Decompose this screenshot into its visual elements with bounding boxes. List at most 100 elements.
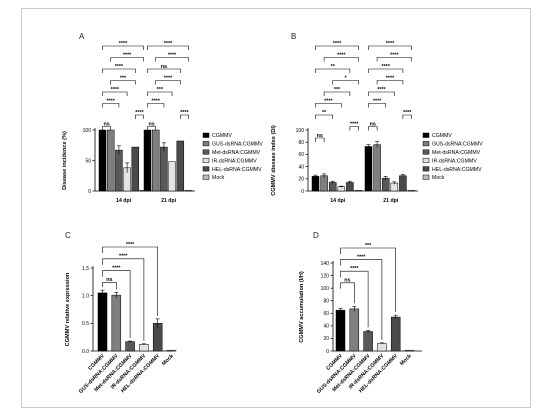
bar <box>166 349 177 352</box>
y-tick-label: 80 <box>298 140 304 146</box>
y-tick-label: 100 <box>321 286 330 292</box>
bar <box>115 149 123 192</box>
significance-bracket <box>323 91 351 96</box>
significance-label: *** <box>334 87 341 93</box>
x-category-label: Mock <box>161 353 175 367</box>
y-tick-label: 50 <box>85 158 91 164</box>
significance-label: **** <box>386 41 395 47</box>
significance-bracket <box>135 114 144 119</box>
legend: CGMMV GUS-dsRNA:CGMMV Met-dsRNA:CGMMV IR-ds… <box>422 132 483 181</box>
significance-bracket <box>155 80 181 85</box>
legend-swatch <box>422 166 430 172</box>
significance-label: ns <box>106 277 112 283</box>
significance-label: **** <box>164 41 173 47</box>
significance-bracket <box>349 126 359 131</box>
significance-label: **** <box>123 52 132 58</box>
significance-label: **** <box>381 64 390 70</box>
y-axis-label: CGMMV relative expression <box>65 272 71 346</box>
y-tick-label: 0 <box>326 349 329 355</box>
bar <box>390 316 401 352</box>
legend-label: IR-dsRNA:CGMMV <box>212 158 257 164</box>
significance-label: ns <box>317 133 323 139</box>
bar <box>111 294 122 352</box>
significance-bracket <box>332 80 359 85</box>
significance-bracket <box>147 68 181 73</box>
legend-swatch <box>202 166 210 172</box>
y-tick-label: 140 <box>321 261 330 267</box>
x-category-label: 14 dpi <box>330 198 346 204</box>
significance-bracket <box>155 57 189 62</box>
significance-bracket <box>102 246 158 316</box>
y-axis-label: CGMMV disease index (DI) <box>271 125 277 196</box>
panel-letter: D <box>313 231 319 240</box>
bar <box>404 349 415 352</box>
bar <box>151 129 160 192</box>
significance-bracket <box>147 45 189 50</box>
significance-bracket <box>102 91 128 96</box>
significance-label: **** <box>135 110 144 116</box>
significance-label: ns <box>161 64 167 70</box>
significance-bracket <box>102 103 120 108</box>
significance-label: ns <box>103 121 109 127</box>
bar <box>98 129 107 192</box>
significance-label: **** <box>333 41 342 47</box>
y-tick-label: 1.5 <box>82 266 89 272</box>
legend-label: HEL-dsRNA:CGMMV <box>432 167 482 173</box>
y-tick-label: 60 <box>323 311 329 317</box>
legend-label: GUS-dsRNA:CGMMV <box>432 142 483 148</box>
significance-label: **** <box>111 87 120 93</box>
panel-letter: A <box>79 32 85 41</box>
legend-label: Met-dsRNA:CGMMV <box>432 150 481 156</box>
significance-bracket <box>368 126 378 131</box>
bar <box>335 309 346 352</box>
significance-bracket <box>315 45 359 50</box>
significance-bracket <box>147 91 173 96</box>
bar <box>407 190 416 192</box>
y-tick-label: 20 <box>298 177 304 183</box>
significance-label: *** <box>120 75 127 81</box>
bar <box>363 331 373 352</box>
significance-bracket <box>102 45 144 50</box>
bar <box>328 182 337 192</box>
bar <box>184 190 193 192</box>
significance-bracket <box>315 103 342 108</box>
bar <box>373 144 381 192</box>
y-tick-label: 40 <box>298 164 304 170</box>
significance-bracket <box>323 57 359 62</box>
significance-bracket <box>340 282 355 304</box>
significance-label: **** <box>112 265 121 271</box>
y-tick-label: 0 <box>301 189 304 195</box>
legend-swatch <box>422 174 430 180</box>
bar <box>311 176 320 192</box>
significance-bracket <box>402 114 412 119</box>
bar <box>160 146 168 192</box>
bar <box>97 292 108 352</box>
significance-label: **** <box>373 98 382 104</box>
significance-label: **** <box>168 52 177 58</box>
legend-swatch <box>202 149 210 155</box>
significance-bracket <box>315 137 325 142</box>
bar <box>381 177 390 192</box>
significance-bracket <box>368 68 404 73</box>
y-tick-label: 100 <box>83 128 92 134</box>
y-tick-label: 0.0 <box>82 349 89 355</box>
legend-label: CGMMV <box>212 133 232 139</box>
legend-swatch <box>202 174 210 180</box>
significance-bracket <box>315 68 351 73</box>
significance-bracket <box>102 68 136 73</box>
significance-label: **** <box>350 266 359 272</box>
legend-label: IR-dsRNA:CGMMV <box>432 158 477 164</box>
legend-label: Met-dsRNA:CGMMV <box>212 150 261 156</box>
significance-label: **** <box>119 41 128 47</box>
panel-letter: C <box>65 231 71 240</box>
x-category-label: 14 dpi <box>116 198 132 204</box>
significance-label: **** <box>337 52 346 58</box>
y-tick-label: 120 <box>321 273 330 279</box>
panel-d: D 0 20 40 60 80 100 120 140 CGMMV accumulation (I… <box>299 231 422 395</box>
significance-label: **** <box>126 242 135 248</box>
significance-label: **** <box>151 98 160 104</box>
legend-swatch <box>422 149 430 155</box>
bar <box>176 140 185 192</box>
bar <box>125 341 135 352</box>
